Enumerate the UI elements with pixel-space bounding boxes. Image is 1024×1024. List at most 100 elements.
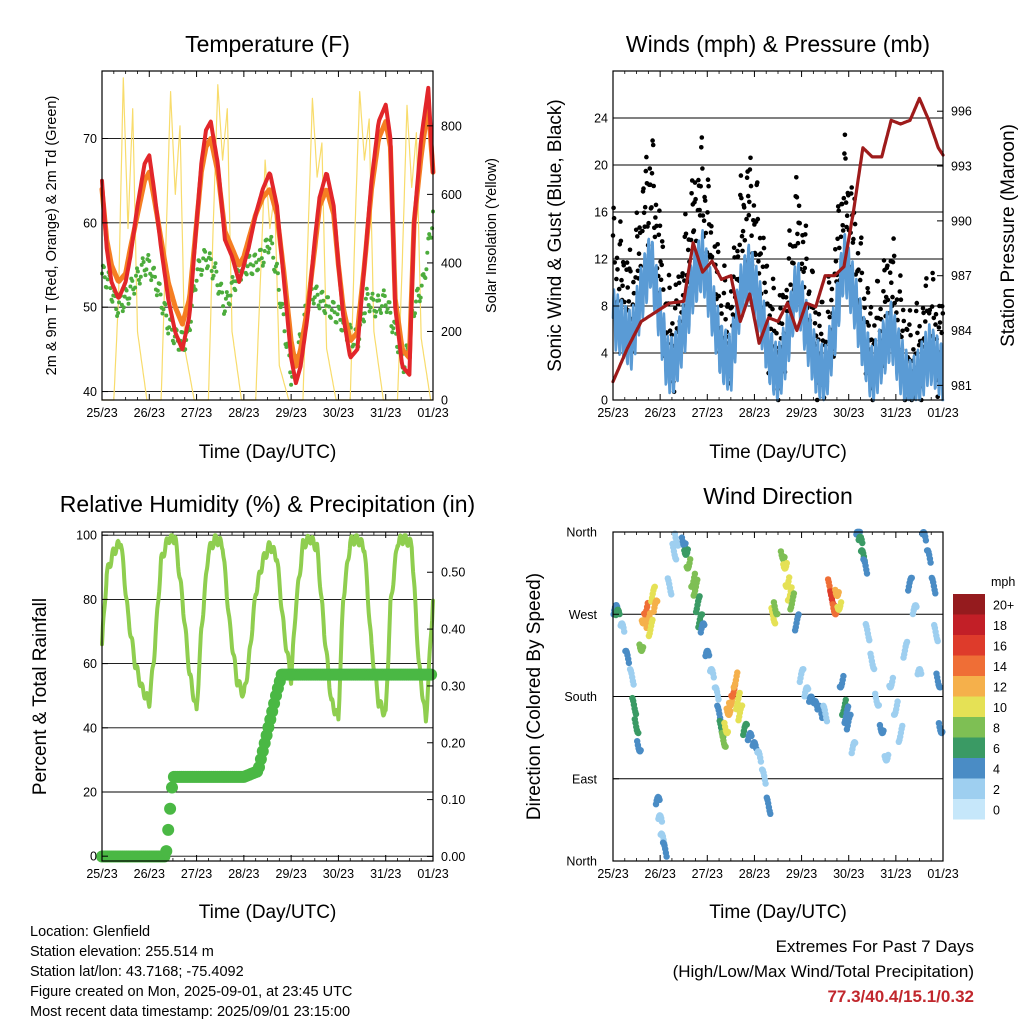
- series-gust-point: [635, 234, 640, 239]
- series-gust-point: [856, 267, 861, 273]
- series-dewpoint-point: [231, 279, 236, 284]
- direction-point: [748, 732, 755, 740]
- series-gust-point: [829, 297, 834, 303]
- series-gust-point: [744, 216, 749, 222]
- series-gust-point: [642, 204, 648, 210]
- series-dewpoint-point: [331, 300, 336, 305]
- legend-label: 0: [993, 803, 1000, 817]
- x-tick-label: 30/23: [323, 406, 354, 420]
- series-gust-point: [794, 175, 799, 180]
- series-dewpoint-point: [251, 263, 256, 268]
- direction-point: [934, 637, 941, 645]
- series-dewpoint-point: [245, 264, 250, 269]
- y-right-tick-label: 996: [951, 105, 972, 119]
- series-gust-point: [837, 245, 842, 251]
- y-tick-label: 4: [601, 347, 608, 361]
- direction-point: [621, 628, 628, 635]
- series-gust-point: [702, 198, 708, 203]
- series-dewpoint-point: [338, 317, 343, 322]
- y-right-tick-label: 400: [441, 256, 462, 270]
- direction-point: [840, 672, 847, 680]
- series-dewpoint-point: [268, 238, 273, 243]
- direction-point: [866, 637, 873, 644]
- series-dewpoint-point: [264, 237, 269, 242]
- series-dewpoint-point: [275, 261, 279, 266]
- series-gust-point: [930, 277, 936, 282]
- series-gust-point: [722, 263, 727, 269]
- series-gust-point: [840, 228, 846, 233]
- series-gust-point: [749, 233, 754, 238]
- direction-point: [684, 546, 691, 553]
- series-gust-point: [795, 231, 800, 237]
- series-dewpoint-point: [137, 281, 142, 286]
- series-gust-point: [620, 283, 625, 289]
- x-tick-label: 31/23: [880, 867, 911, 881]
- series-gust-point: [812, 321, 818, 326]
- direction-point: [687, 556, 694, 563]
- series-dewpoint-point: [326, 295, 330, 300]
- series-dewpoint-point: [387, 300, 392, 305]
- series-gust-point: [844, 213, 850, 218]
- x-tick-label: 27/23: [181, 867, 212, 881]
- series-dewpoint-point: [388, 310, 393, 315]
- series-gust-point: [908, 332, 913, 338]
- series-gust-point: [890, 294, 895, 300]
- y-tick-label: North: [566, 526, 597, 540]
- series-gust-point: [741, 205, 747, 210]
- series-gust-point: [683, 211, 688, 217]
- series-gust-point: [657, 208, 662, 213]
- series-gust-point: [708, 230, 714, 235]
- series-dewpoint-point: [244, 272, 249, 277]
- series-gust-point: [931, 315, 937, 321]
- series-dewpoint-point: [193, 287, 198, 292]
- series-gust-point: [745, 193, 751, 199]
- series-dewpoint-point: [312, 295, 317, 300]
- series-gust-point: [878, 306, 883, 312]
- series-dewpoint-point: [124, 288, 129, 293]
- series-gust-point: [641, 186, 646, 191]
- direction-point: [694, 576, 701, 583]
- y-right-tick-label: 0: [441, 394, 448, 408]
- series-dewpoint-point: [194, 278, 199, 283]
- series-dewpoint-point: [227, 302, 232, 307]
- series-gust-point: [841, 195, 847, 201]
- series-gust-point: [799, 261, 805, 267]
- direction-point: [668, 591, 675, 598]
- series-dewpoint-point: [425, 250, 430, 255]
- series-dewpoint-point: [138, 274, 143, 279]
- series-gust-point: [891, 253, 897, 259]
- direction-point: [903, 638, 911, 646]
- series-dewpoint-point: [223, 296, 228, 301]
- series-gust-point: [719, 311, 724, 316]
- series-gust-point: [770, 276, 776, 282]
- y-right-tick-label: 981: [951, 379, 972, 393]
- series-gust-point: [703, 230, 709, 236]
- series-gust-point: [742, 238, 748, 243]
- series-gust-point: [816, 311, 822, 317]
- series-gust-point: [779, 321, 785, 327]
- series-gust-point: [735, 248, 740, 254]
- series-gust-point: [635, 268, 641, 274]
- direction-point: [698, 611, 706, 618]
- extremes-values: 77.3/40.4/15.1/0.32: [827, 987, 974, 1006]
- series-dewpoint-point: [316, 303, 321, 308]
- legend-label: 12: [993, 680, 1007, 694]
- series-gust-point: [640, 228, 645, 234]
- series-gust-point: [833, 259, 839, 264]
- series-gust-point: [929, 304, 935, 309]
- series-dewpoint-point: [200, 268, 205, 273]
- series-gust-point: [618, 219, 623, 224]
- direction-point: [656, 796, 663, 804]
- series-gust-point: [843, 200, 849, 205]
- direction-point: [724, 728, 732, 736]
- series-gust-point: [762, 280, 767, 286]
- series-dewpoint-point: [413, 311, 417, 316]
- series-gust-point: [696, 177, 701, 183]
- series-gust-point: [755, 216, 761, 222]
- y-tick-label: 8: [601, 300, 608, 314]
- direction-point: [639, 644, 647, 651]
- series-gust-point: [721, 290, 727, 296]
- series-dewpoint-point: [323, 311, 328, 316]
- series-gust-point: [688, 237, 694, 243]
- series-gust-point: [758, 251, 763, 256]
